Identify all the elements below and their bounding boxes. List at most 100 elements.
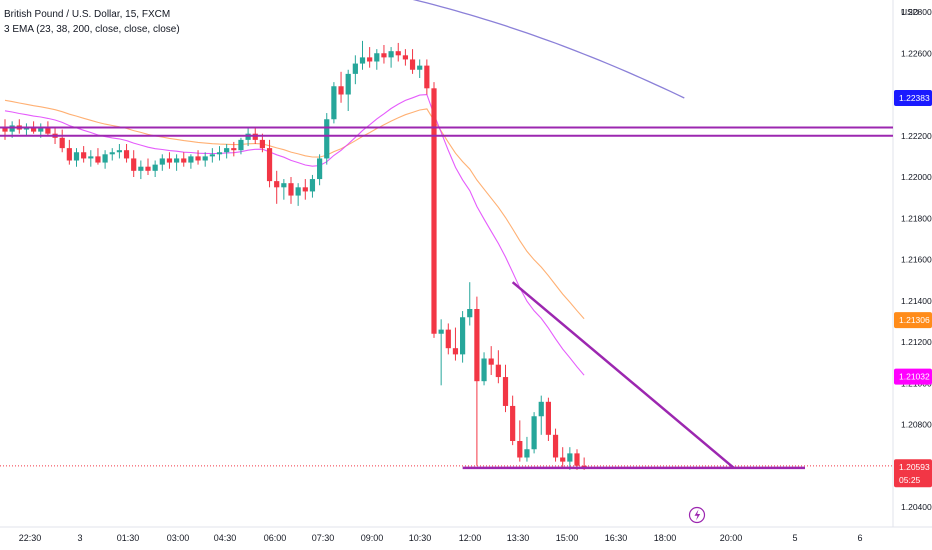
candle-body	[567, 453, 573, 462]
candle-body	[88, 156, 94, 159]
time-tick-label: 18:00	[654, 533, 677, 543]
candle-body	[281, 183, 287, 188]
candle-body	[402, 55, 408, 60]
countdown-label: 05:25	[899, 475, 921, 485]
chart-legend: British Pound / U.S. Dollar, 15, FXCM 3 …	[4, 7, 180, 37]
candle-body	[474, 309, 480, 382]
candle-body	[259, 139, 265, 149]
candle-body	[574, 453, 580, 466]
candle-body	[424, 65, 430, 89]
drawings	[0, 126, 893, 470]
ema-38-price-tag: 1.21306	[899, 315, 930, 325]
time-tick-label: 6	[857, 533, 862, 543]
candle-body	[174, 158, 180, 163]
candle-body	[181, 158, 187, 163]
price-tick-label: 1.22800	[901, 7, 932, 17]
time-tick-label: 3	[77, 533, 82, 543]
price-tick-label: 1.22200	[901, 131, 932, 141]
candle-body	[245, 133, 251, 140]
candle-body	[109, 152, 115, 155]
candle-body	[81, 152, 87, 159]
time-axis[interactable]: 22:30 3 01:30 03:00 04:30 06:00 07:30 09:00 10:3…	[19, 533, 863, 543]
time-tick-label: 13:30	[507, 533, 530, 543]
candle-body	[202, 156, 208, 161]
ema-38-line	[4, 99, 585, 320]
candle-body	[2, 127, 8, 132]
candle-body	[23, 127, 30, 130]
candle-body	[288, 183, 294, 196]
candle-body	[538, 401, 544, 417]
price-tick-label: 1.22600	[901, 48, 932, 58]
candle-body	[66, 148, 72, 161]
candle-body	[138, 166, 144, 171]
time-tick-label: 22:30	[19, 533, 42, 543]
candle-body	[302, 187, 308, 192]
candle-body	[502, 377, 509, 406]
candle-body	[31, 127, 37, 132]
time-tick-label: 07:30	[312, 533, 335, 543]
time-tick-label: 10:30	[409, 533, 432, 543]
candle-body	[552, 434, 559, 458]
candle-body	[524, 449, 530, 458]
time-tick-label: 04:30	[214, 533, 237, 543]
candle-body	[195, 156, 201, 161]
symbol-title: British Pound / U.S. Dollar, 15, FXCM	[4, 9, 171, 20]
candle-body	[45, 127, 51, 134]
candle-body	[166, 158, 173, 163]
candle-body	[59, 137, 65, 149]
time-tick-label: 03:00	[167, 533, 190, 543]
ema-23-price-tag: 1.21032	[899, 372, 930, 382]
candle-body	[145, 166, 151, 171]
candles	[2, 40, 587, 470]
price-axis[interactable]: USD 1.228001.226001.224001.222001.220001…	[901, 7, 932, 512]
candle-body	[274, 181, 280, 188]
price-tick-label: 1.20400	[901, 502, 932, 512]
bolt-icon[interactable]	[688, 506, 706, 524]
time-tick-label: 12:00	[459, 533, 482, 543]
candle-body	[102, 154, 108, 163]
candle-body	[324, 119, 330, 159]
price-tick-label: 1.21200	[901, 337, 932, 347]
ema-lines	[4, 0, 685, 376]
time-tick-label: 20:00	[720, 533, 743, 543]
candle-body	[374, 53, 380, 62]
candle-body	[159, 158, 165, 165]
descending-trendline	[511, 281, 735, 469]
candle-body	[381, 53, 387, 58]
price-tick-label: 1.21600	[901, 255, 932, 265]
candle-body	[445, 329, 451, 349]
candle-body	[309, 179, 316, 192]
candle-body	[531, 416, 537, 450]
price-tick-label: 1.20800	[901, 420, 932, 430]
candle-body	[467, 309, 473, 318]
last-price-tag: 1.20593	[899, 462, 930, 472]
price-tick-label: 1.22000	[901, 172, 932, 182]
candle-body	[367, 57, 373, 62]
grid	[0, 0, 932, 528]
candle-body	[545, 401, 551, 435]
candle-body	[345, 73, 351, 95]
currency-label: USD	[901, 7, 919, 17]
candle-body	[488, 358, 494, 365]
price-tags: 1.22383 1.21306 1.21032 1.20593 05:25	[894, 90, 932, 488]
ema-200-price-tag: 1.22383	[899, 93, 930, 103]
candle-body	[438, 329, 444, 334]
candle-body	[517, 441, 523, 458]
candle-body	[352, 63, 358, 74]
candle-body	[317, 158, 323, 180]
candle-body	[338, 86, 344, 95]
time-tick-label: 15:00	[556, 533, 579, 543]
candle-body	[252, 133, 258, 140]
time-tick-label: 06:00	[264, 533, 287, 543]
price-tick-label: 1.21400	[901, 296, 932, 306]
time-tick-label: 09:00	[361, 533, 384, 543]
price-tick-label: 1.21800	[901, 213, 932, 223]
candle-body	[431, 88, 437, 334]
candle-body	[231, 148, 237, 151]
candle-body	[409, 59, 416, 70]
candle-body	[452, 348, 459, 355]
candle-body	[481, 358, 487, 382]
candle-body	[395, 51, 401, 56]
time-tick-label: 5	[792, 533, 797, 543]
